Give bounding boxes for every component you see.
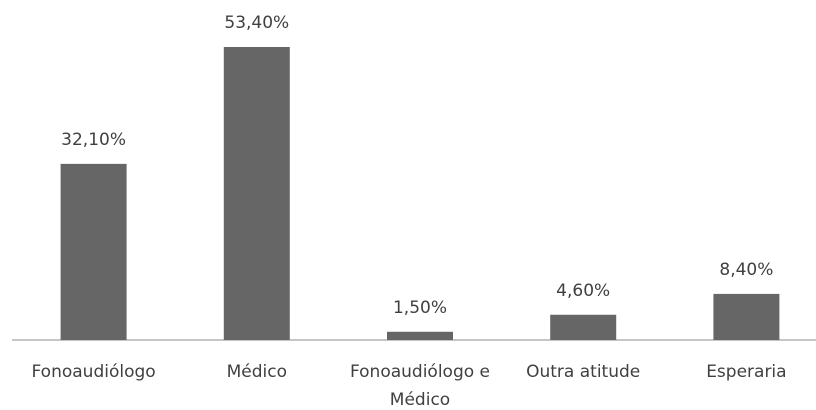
x-tick-label: Esperaria (706, 362, 787, 382)
data-label: 8,40% (719, 259, 774, 280)
x-tick-label: Fonoaudiólogo (31, 362, 156, 382)
bar (550, 314, 617, 340)
bar (387, 331, 453, 340)
data-label: 53,40% (224, 13, 290, 33)
x-tick-label: Médico (226, 362, 287, 382)
bar (713, 293, 780, 340)
bar (60, 163, 127, 340)
x-tick-label: Fonoaudiólogo e Médico (349, 362, 491, 410)
data-label: 1,50% (392, 297, 447, 318)
bar (223, 47, 290, 340)
x-tick-label: Outra atitude (526, 362, 641, 382)
data-label: 32,10% (61, 129, 126, 150)
data-label: 4,60% (556, 280, 611, 301)
